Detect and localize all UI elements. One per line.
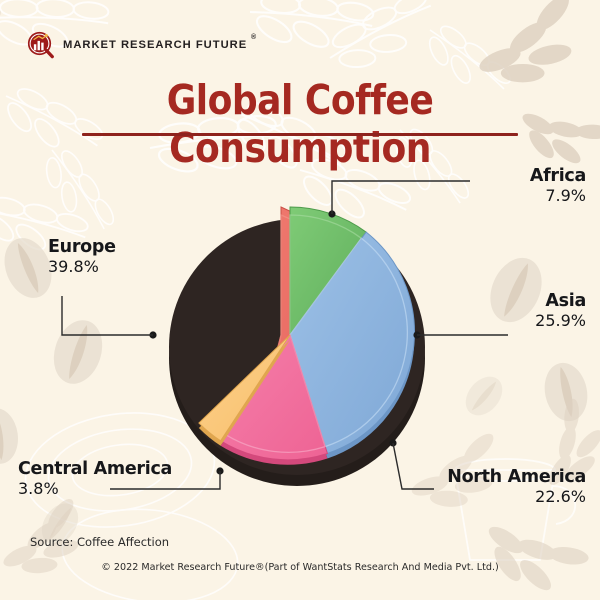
callout-europe-value: 39.8%	[48, 256, 99, 276]
callout-asia: Asia 25.9%	[535, 291, 586, 331]
callout-central-america-value: 3.8%	[18, 478, 59, 498]
callout-africa-value: 7.9%	[545, 185, 586, 205]
brand-logo: MARKET RESEARCH FUTURE ®	[26, 30, 256, 60]
brand-name: MARKET RESEARCH FUTURE ®	[63, 34, 256, 51]
pie-slice-north-america[interactable]	[219, 333, 329, 465]
brand-name-text: MARKET RESEARCH FUTURE	[63, 39, 248, 51]
callout-north-america-label: North America	[447, 467, 586, 487]
pie-chart-svg	[149, 206, 425, 486]
callout-europe: Europe 39.8%	[48, 237, 116, 277]
callout-asia-value: 25.9%	[535, 310, 586, 330]
copyright-note: © 2022 Market Research Future®(Part of W…	[101, 562, 499, 573]
callout-north-america: North America 22.6%	[447, 467, 586, 507]
registered-mark: ®	[251, 34, 257, 41]
callout-central-america: Central America 3.8%	[18, 459, 172, 499]
page-title: Global Coffee Consumption	[166, 76, 434, 172]
callout-africa: Africa 7.9%	[530, 166, 586, 206]
callout-asia-label: Asia	[545, 291, 586, 311]
pie-slice-asia[interactable]	[289, 231, 415, 459]
callout-central-america-label: Central America	[18, 459, 173, 479]
title-underline	[82, 133, 518, 136]
leader-line-europe	[61, 296, 153, 336]
leader-line-africa	[331, 180, 470, 214]
callout-europe-label: Europe	[48, 237, 116, 257]
callout-africa-label: Africa	[529, 166, 586, 186]
leader-line-north-america	[392, 442, 434, 490]
callout-north-america-value: 22.6%	[535, 486, 586, 506]
source-note: Source: Coffee Affection	[30, 535, 170, 549]
market-research-future-logo-icon	[27, 31, 54, 59]
